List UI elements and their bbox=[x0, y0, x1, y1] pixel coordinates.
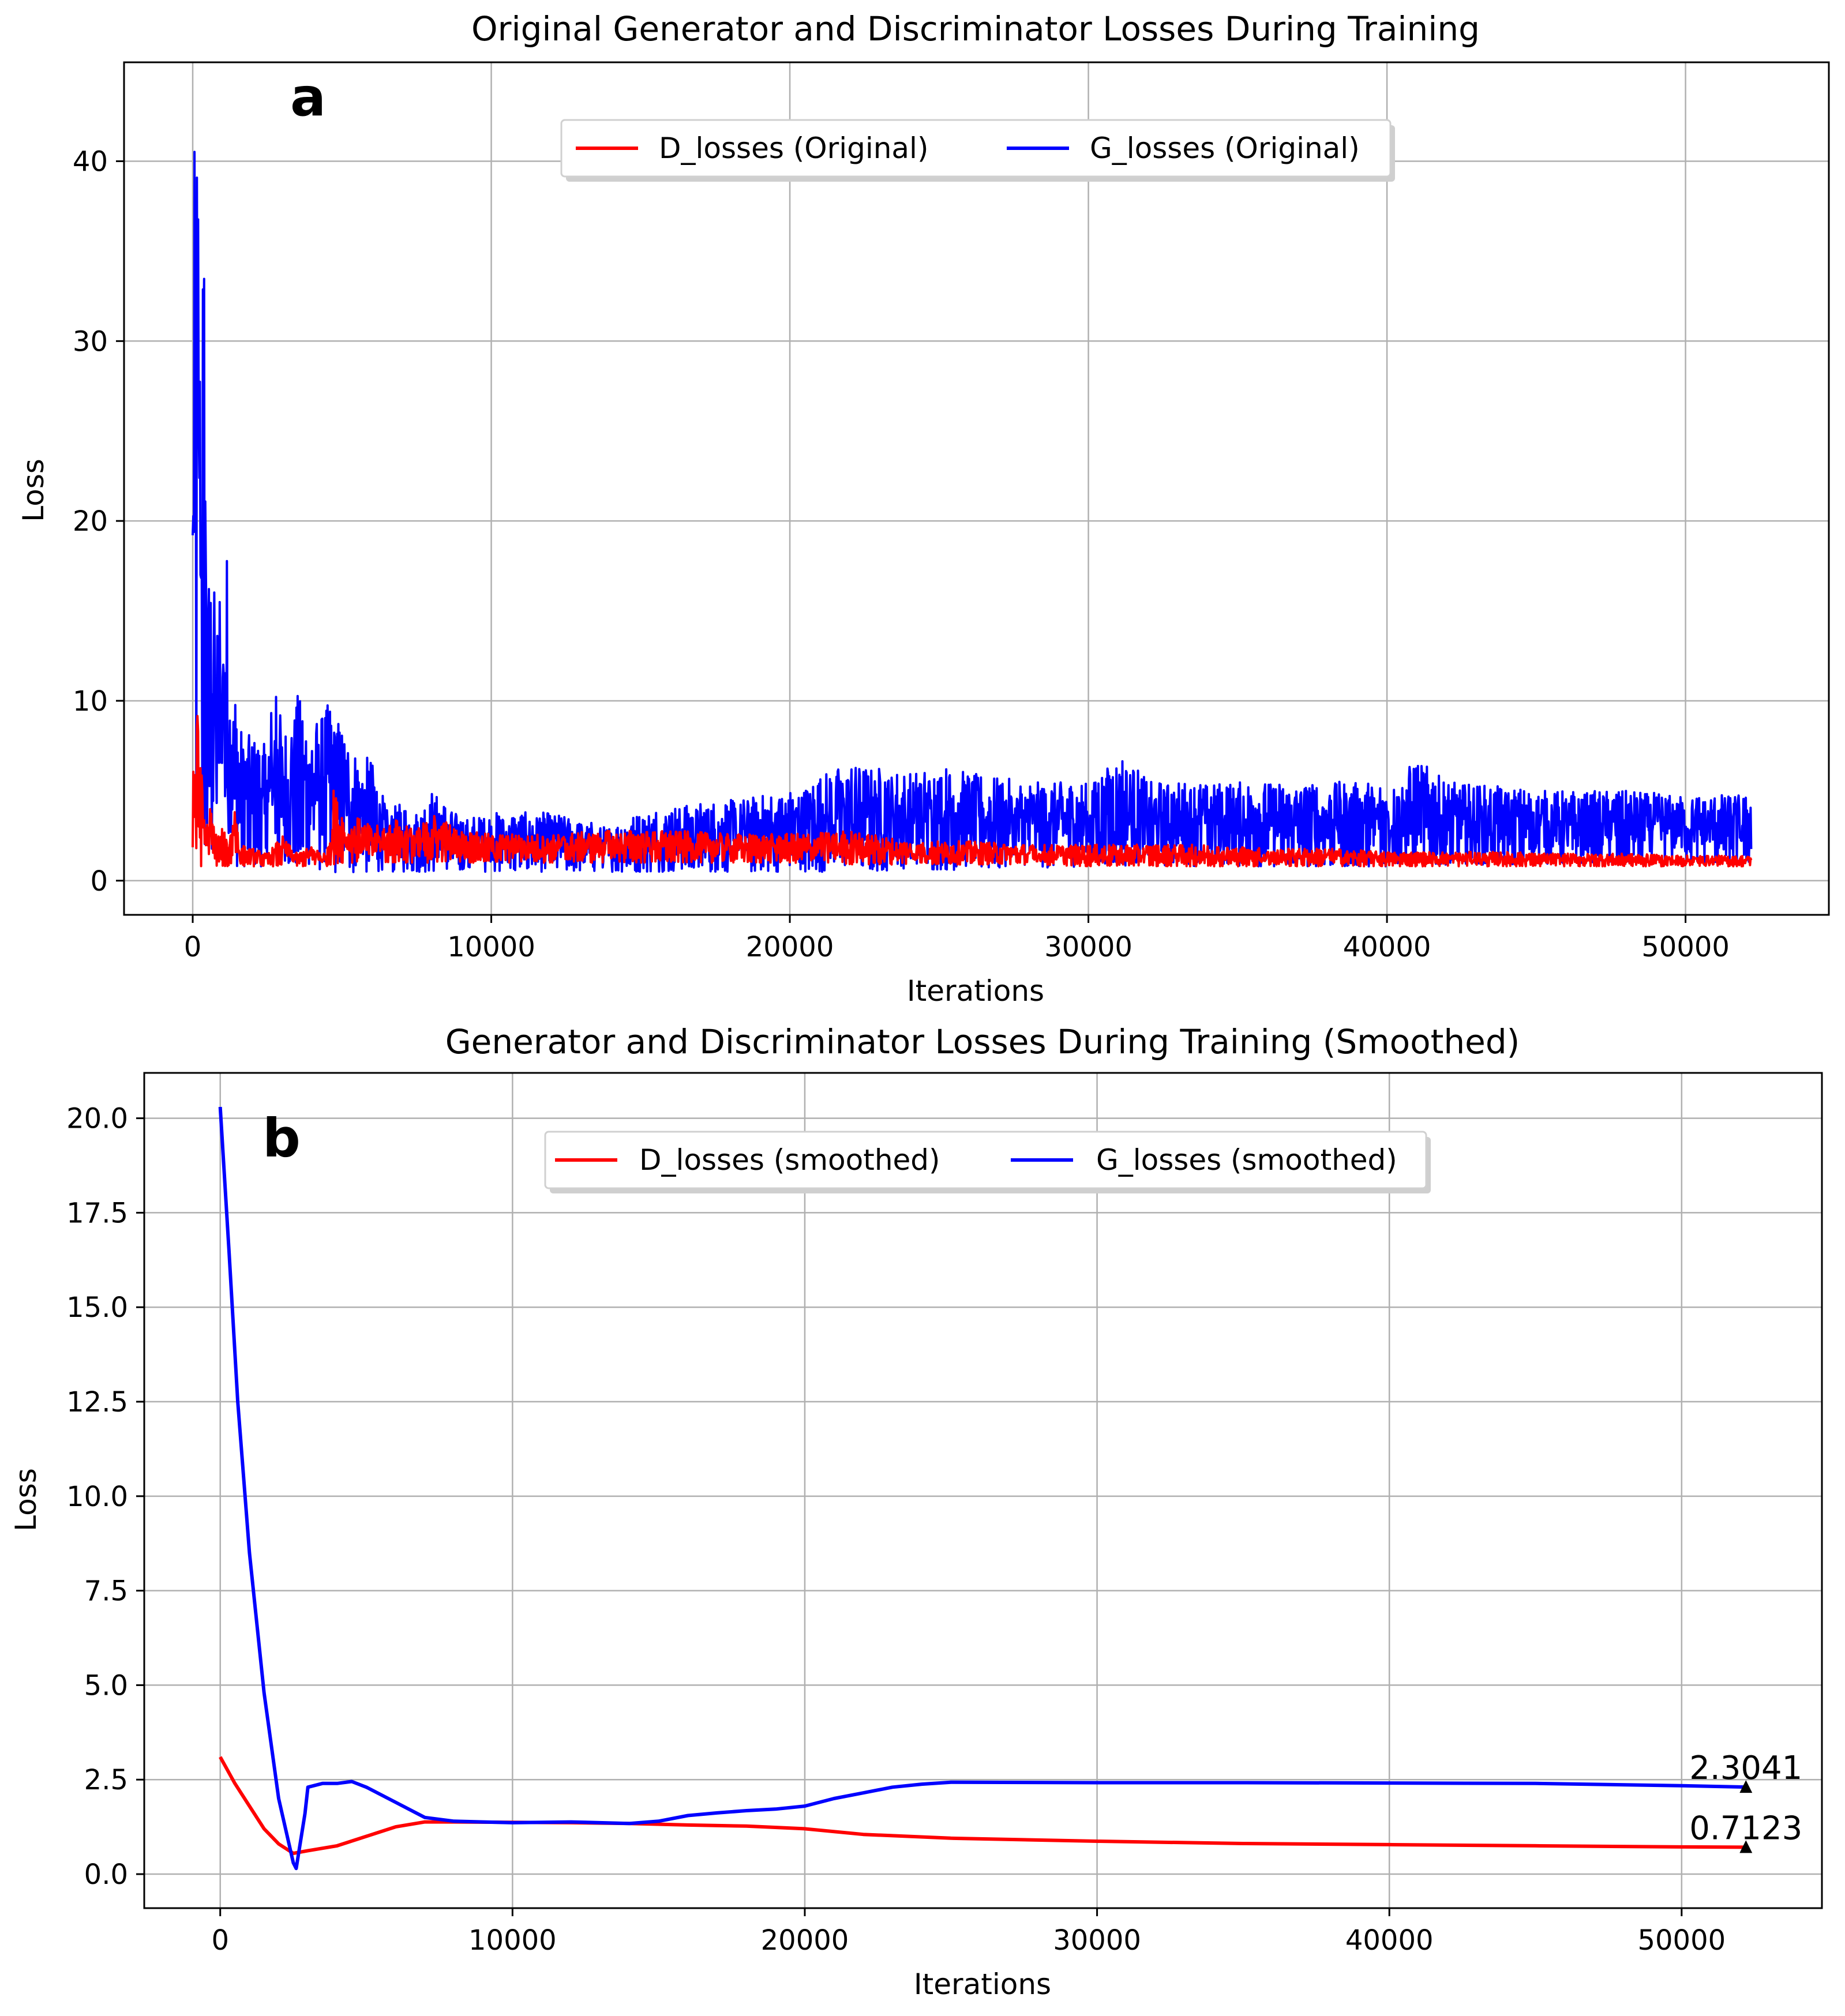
chart-b-xlabel: Iterations bbox=[914, 1968, 1051, 2001]
chart-b-ytick-label: 0.0 bbox=[84, 1859, 128, 1891]
annotation-marker-1 bbox=[1739, 1840, 1753, 1853]
chart-b-ytick-label: 15.0 bbox=[66, 1292, 128, 1324]
chart-b-x-axis: 0 10000 20000 30000 40000 50000 bbox=[211, 1908, 1726, 1957]
chart-b-ytick-label: 5.0 bbox=[84, 1669, 128, 1702]
chart-a-xlabel: Iterations bbox=[907, 974, 1044, 1008]
annotation-label-1: 0.7123 bbox=[1689, 1809, 1802, 1847]
chart-a-axes-frame bbox=[123, 61, 1830, 916]
legend-a-d-label: D_losses (Original) bbox=[659, 132, 928, 165]
chart-a-ytick-label: 30 bbox=[73, 325, 108, 358]
series-g-losses-smoothed bbox=[218, 1106, 1746, 1871]
chart-b-title: Generator and Discriminator Losses Durin… bbox=[445, 1022, 1520, 1061]
chart-b-ytick-label: 2.5 bbox=[84, 1764, 128, 1796]
chart-a-ytick-label: 0 bbox=[90, 865, 108, 898]
chart-a-xtick-label: 40000 bbox=[1343, 931, 1431, 963]
chart-a-xtick-label: 20000 bbox=[746, 931, 834, 963]
chart-b-xtick-label: 0 bbox=[211, 1924, 229, 1957]
chart-a-xtick-label: 10000 bbox=[447, 931, 535, 963]
chart-b-annotations: 2.3041 0.7123 bbox=[1689, 1750, 1802, 1853]
chart-b-ytick-label: 17.5 bbox=[66, 1197, 128, 1229]
legend-a-g-label: G_losses (Original) bbox=[1090, 132, 1360, 165]
chart-a-ytick-label: 40 bbox=[73, 145, 108, 178]
chart-b-ytick-label: 10.0 bbox=[66, 1481, 128, 1513]
chart-a: Original Generator and Discriminator Los… bbox=[17, 9, 1830, 1008]
chart-b-y-axis: 0.0 2.5 5.0 7.5 10.0 12.5 15.0 17.5 20.0 bbox=[66, 1103, 144, 1891]
chart-a-ylabel: Loss bbox=[17, 459, 50, 522]
chart-b-ylabel: Loss bbox=[9, 1468, 43, 1531]
chart-b-xtick-label: 10000 bbox=[468, 1924, 557, 1957]
chart-a-y-axis: 0 10 20 30 40 bbox=[73, 145, 124, 898]
chart-b-ytick-label: 7.5 bbox=[84, 1575, 128, 1608]
chart-a-ytick-label: 20 bbox=[73, 505, 108, 538]
chart-b-legend: D_losses (smoothed) G_losses (smoothed) bbox=[544, 1131, 1431, 1193]
chart-a-title: Original Generator and Discriminator Los… bbox=[471, 9, 1480, 48]
annotation-marker-0 bbox=[1739, 1780, 1753, 1793]
chart-b-grid bbox=[144, 1073, 1822, 1908]
legend-b-g-label: G_losses (smoothed) bbox=[1096, 1143, 1397, 1177]
chart-b-axes-frame bbox=[143, 1072, 1823, 1909]
chart-a-series bbox=[192, 151, 1753, 873]
chart-b-xtick-label: 50000 bbox=[1637, 1924, 1726, 1957]
chart-a-x-axis: 0 10000 20000 30000 40000 50000 bbox=[184, 915, 1730, 963]
chart-a-xtick-label: 30000 bbox=[1044, 931, 1132, 963]
chart-b-xtick-label: 40000 bbox=[1345, 1924, 1434, 1957]
chart-b-xtick-label: 20000 bbox=[761, 1924, 849, 1957]
chart-b-ytick-label: 12.5 bbox=[66, 1386, 128, 1418]
chart-b: Generator and Discriminator Losses Durin… bbox=[9, 1022, 1823, 2001]
chart-b-panel-label: b bbox=[262, 1108, 301, 1169]
chart-a-panel-label: a bbox=[290, 66, 326, 128]
series-d-losses-original bbox=[192, 715, 1753, 868]
chart-a-xtick-label: 0 bbox=[184, 931, 202, 963]
chart-b-ytick-label: 20.0 bbox=[66, 1103, 128, 1135]
chart-a-legend: D_losses (Original) G_losses (Original) bbox=[560, 119, 1395, 182]
chart-a-ytick-label: 10 bbox=[73, 685, 108, 718]
chart-b-series bbox=[218, 1106, 1746, 1871]
annotation-label-0: 2.3041 bbox=[1689, 1750, 1802, 1787]
chart-a-xtick-label: 50000 bbox=[1641, 931, 1730, 963]
chart-b-xtick-label: 30000 bbox=[1053, 1924, 1141, 1957]
legend-b-d-label: D_losses (smoothed) bbox=[639, 1143, 940, 1177]
